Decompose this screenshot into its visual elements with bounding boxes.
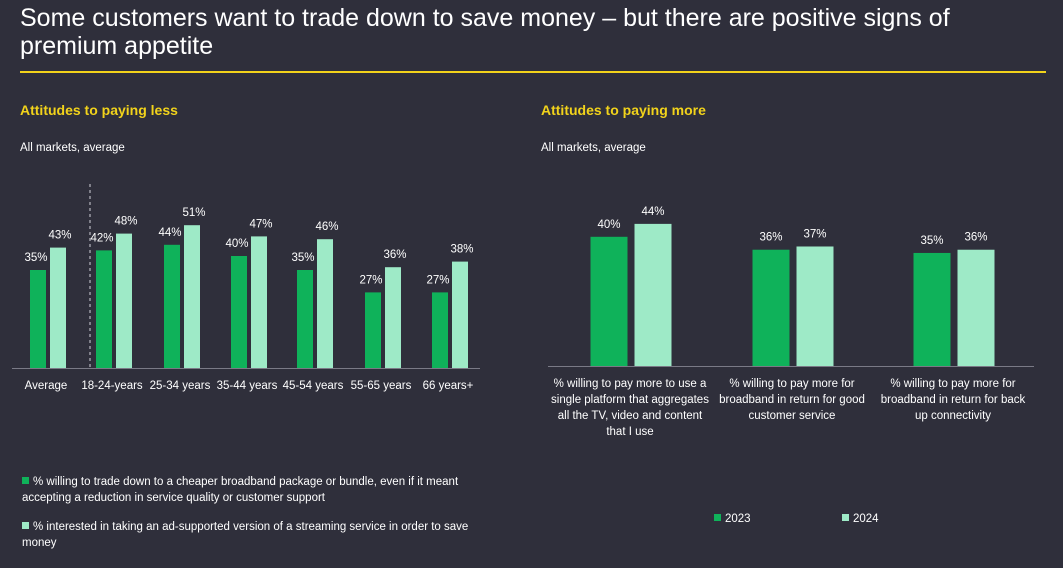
left-category-label: 45-54 years [282,380,344,392]
right-category-label: % willing to pay more to use a single pl… [551,378,709,438]
left-chart-subtitle: All markets, average [20,142,125,154]
bar-trade-down [96,250,112,368]
data-label-2024: 44% [641,206,664,218]
legend-label-trade-down: % willing to trade down to a cheaper bro… [22,476,459,504]
left-category-label: 18-24-years [81,380,143,392]
right-chart-subtitle: All markets, average [541,142,646,154]
data-label-2024: 36% [964,232,987,244]
bar-ad-supported [50,247,66,368]
legend-item-trade-down: % willing to trade down to a cheaper bro… [22,474,492,506]
right-category-label: % willing to pay more for broadband in r… [880,378,1026,422]
data-label-trade-down: 40% [225,238,248,250]
data-label-ad-supported: 43% [48,230,71,242]
title-divider [20,71,1046,73]
bar-ad-supported [184,225,200,368]
legend-item-ad-supported: % interested in taking an ad-supported v… [22,519,492,551]
data-label-ad-supported: 47% [249,218,272,230]
right-chart-title: Attitudes to paying more [541,102,706,118]
left-chart-title: Attitudes to paying less [20,102,178,118]
data-label-trade-down: 35% [24,252,47,264]
bar-ad-supported [385,267,401,368]
data-label-ad-supported: 36% [383,249,406,261]
legend-swatch-trade-down [22,477,29,484]
legend-item-2023: 2023 [714,511,751,527]
bar-trade-down [164,244,180,368]
bar-2023 [752,249,790,366]
page-title: Some customers want to trade down to sav… [20,4,950,60]
bar-2023 [590,236,628,366]
legend-swatch-ad-supported [22,522,29,529]
left-category-label: Average [24,380,68,392]
data-label-trade-down: 27% [359,274,382,286]
data-label-ad-supported: 46% [315,221,338,233]
legend-label-ad-supported: % interested in taking an ad-supported v… [22,521,469,549]
right-category-label: % willing to pay more for broadband in r… [719,378,865,422]
data-label-2023: 36% [759,232,782,244]
data-label-trade-down: 44% [158,227,181,239]
left-category-label: 35-44 years [216,380,278,392]
legend-item-2024: 2024 [842,511,879,527]
bar-2024 [634,223,672,366]
data-label-2023: 40% [597,219,620,231]
data-label-2024: 37% [803,228,826,240]
data-label-ad-supported: 38% [450,244,473,256]
bar-trade-down [231,256,247,368]
bar-trade-down [365,292,381,368]
bar-trade-down [30,270,46,368]
bar-trade-down [297,270,313,368]
left-category-label: 66 years+ [422,380,474,392]
legend-label-2024: 2024 [853,513,879,525]
bar-trade-down [432,292,448,368]
bar-ad-supported [116,233,132,368]
data-label-ad-supported: 51% [182,207,205,219]
data-label-trade-down: 35% [291,252,314,264]
bar-2024 [957,249,995,366]
bar-2023 [913,252,951,366]
left-category-label: 55-65 years [350,380,412,392]
data-label-trade-down: 42% [90,232,113,244]
data-label-2023: 35% [920,235,943,247]
data-label-trade-down: 27% [426,274,449,286]
data-label-ad-supported: 48% [114,216,137,228]
legend-label-2023: 2023 [725,513,751,525]
bar-ad-supported [251,236,267,368]
bar-ad-supported [317,239,333,368]
legend-swatch-2024 [842,514,849,521]
bar-2024 [796,246,834,366]
legend-swatch-2023 [714,514,721,521]
bar-ad-supported [452,261,468,368]
left-category-label: 25-34 years [149,380,211,392]
